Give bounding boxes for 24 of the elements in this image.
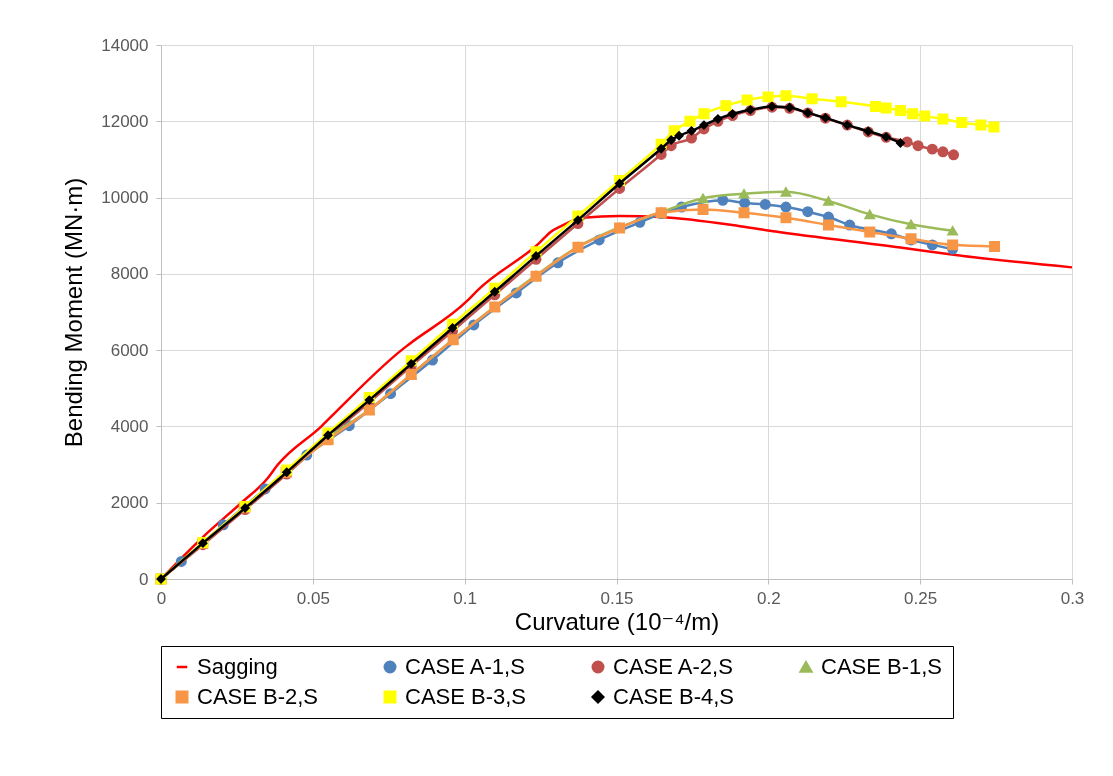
x-axis-title: Curvature (10⁻⁴/m) — [514, 607, 720, 635]
y-axis-title: Bending Moment (MN·m) — [60, 177, 88, 448]
legend-label: CASE B-1,S — [821, 654, 943, 679]
legend-label: CASE B-3,S — [405, 684, 527, 709]
x-tick-label: 0.15 — [600, 588, 634, 608]
x-tick-label: 0.05 — [296, 588, 330, 608]
y-tick-label: 14000 — [101, 35, 149, 55]
x-tick-label: 0.2 — [757, 588, 781, 608]
y-tick-label: 10000 — [101, 188, 149, 208]
y-tick-label: 0 — [139, 569, 149, 589]
x-tick-label: 0.25 — [904, 588, 938, 608]
legend-label: CASE A-1,S — [405, 654, 525, 679]
x-tick-label: 0.1 — [453, 588, 477, 608]
legend-label: CASE A-2,S — [613, 654, 733, 679]
y-tick-label: 4000 — [110, 416, 149, 436]
x-tick-label: 0.3 — [1060, 588, 1085, 608]
y-tick-label: 8000 — [110, 264, 149, 284]
x-tick-label: 0 — [156, 588, 167, 608]
legend-label: CASE B-4,S — [613, 684, 735, 709]
y-tick-label: 6000 — [110, 340, 149, 360]
y-tick-label: 12000 — [101, 111, 149, 131]
y-tick-label: 2000 — [110, 493, 149, 513]
legend-label: CASE B-2,S — [197, 684, 319, 709]
legend-label: Sagging — [197, 654, 278, 679]
